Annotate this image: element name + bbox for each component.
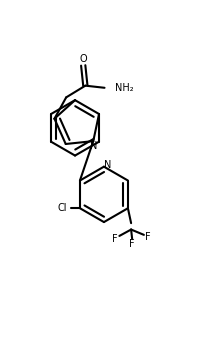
Text: Cl: Cl — [57, 203, 67, 213]
Text: N: N — [90, 141, 97, 151]
Text: F: F — [129, 240, 135, 250]
Text: F: F — [145, 232, 151, 242]
Text: O: O — [79, 54, 87, 64]
Text: F: F — [112, 234, 118, 244]
Text: N: N — [104, 160, 111, 170]
Text: NH₂: NH₂ — [115, 83, 134, 93]
